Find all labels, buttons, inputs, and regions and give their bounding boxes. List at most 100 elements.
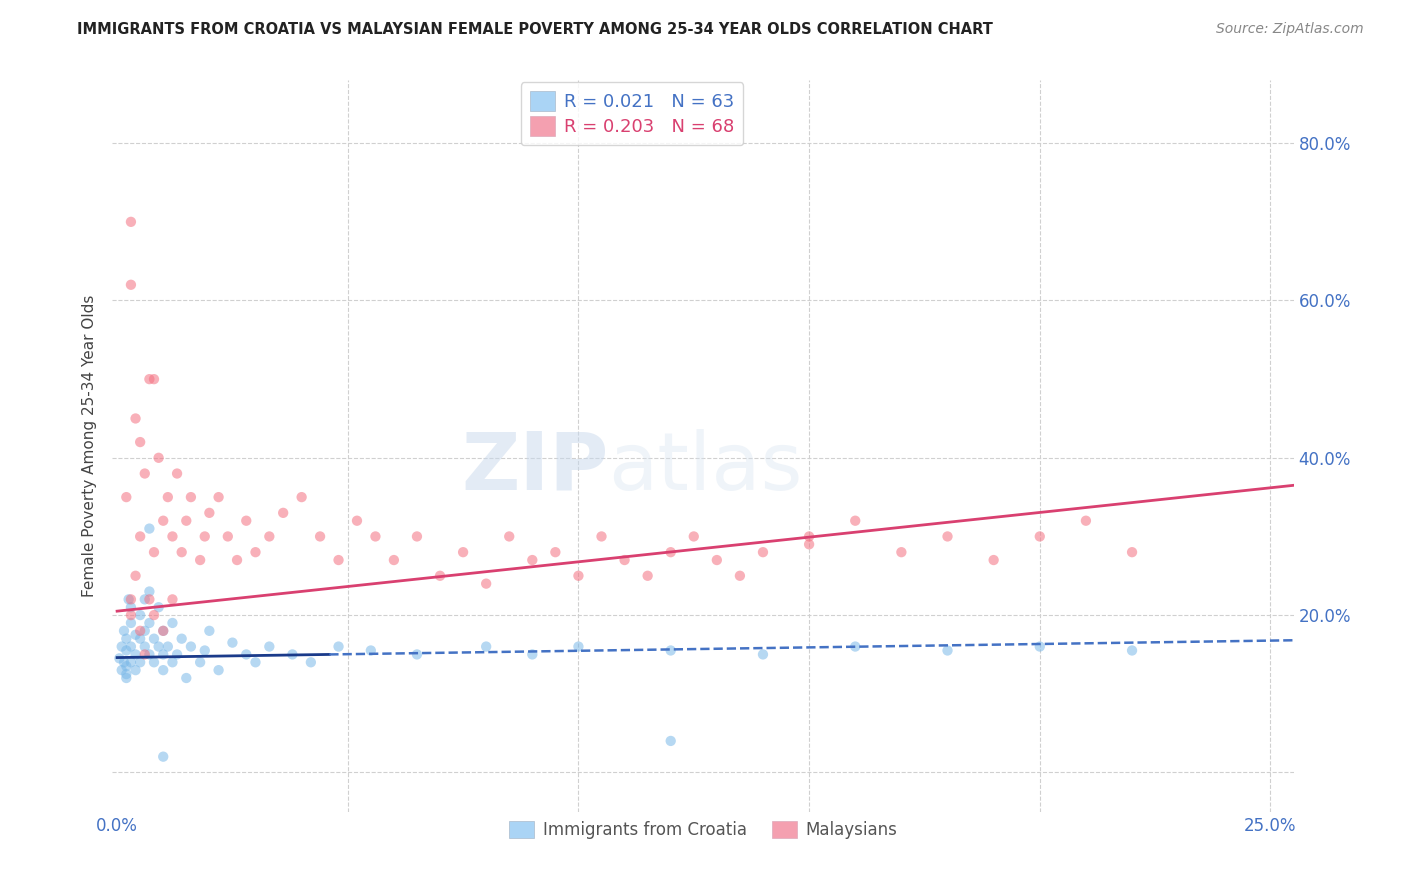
Point: [120, 655, 142, 669]
Point: [166, 467, 188, 481]
Point: [682, 529, 704, 543]
Point: [129, 655, 152, 669]
Point: [382, 553, 405, 567]
Point: [844, 514, 866, 528]
Point: [180, 490, 202, 504]
Point: [134, 640, 156, 654]
Point: [120, 600, 142, 615]
Point: [108, 651, 131, 665]
Point: [309, 529, 332, 543]
Point: [637, 568, 659, 582]
Point: [797, 537, 820, 551]
Point: [245, 545, 267, 559]
Point: [245, 655, 267, 669]
Point: [567, 568, 589, 582]
Point: [134, 648, 156, 662]
Point: [143, 608, 166, 623]
Point: [152, 648, 174, 662]
Point: [936, 529, 959, 543]
Point: [124, 648, 146, 662]
Point: [1121, 545, 1143, 559]
Point: [111, 640, 134, 654]
Point: [890, 545, 912, 559]
Point: [152, 624, 174, 638]
Point: [360, 643, 382, 657]
Point: [143, 632, 166, 646]
Point: [143, 372, 166, 386]
Point: [328, 553, 350, 567]
Point: [124, 411, 146, 425]
Point: [120, 277, 142, 292]
Point: [328, 640, 350, 654]
Point: [124, 628, 146, 642]
Point: [143, 545, 166, 559]
Point: [124, 663, 146, 677]
Point: [1029, 640, 1052, 654]
Point: [115, 659, 138, 673]
Text: ZIP: ZIP: [461, 429, 609, 507]
Point: [152, 624, 174, 638]
Point: [364, 529, 387, 543]
Legend: Immigrants from Croatia, Malaysians: Immigrants from Croatia, Malaysians: [501, 813, 905, 847]
Point: [138, 372, 160, 386]
Point: [235, 514, 257, 528]
Point: [148, 600, 170, 615]
Point: [138, 584, 160, 599]
Point: [138, 522, 160, 536]
Point: [659, 545, 682, 559]
Point: [271, 506, 294, 520]
Point: [706, 553, 728, 567]
Text: IMMIGRANTS FROM CROATIA VS MALAYSIAN FEMALE POVERTY AMONG 25-34 YEAR OLDS CORREL: IMMIGRANTS FROM CROATIA VS MALAYSIAN FEM…: [77, 22, 993, 37]
Point: [124, 568, 146, 582]
Point: [148, 450, 170, 465]
Point: [194, 529, 217, 543]
Point: [115, 490, 138, 504]
Point: [844, 640, 866, 654]
Point: [162, 615, 184, 630]
Point: [111, 663, 134, 677]
Point: [198, 624, 221, 638]
Point: [406, 648, 429, 662]
Point: [259, 529, 281, 543]
Point: [112, 624, 135, 638]
Point: [129, 608, 152, 623]
Point: [217, 529, 239, 543]
Point: [162, 529, 184, 543]
Point: [134, 624, 156, 638]
Point: [129, 435, 152, 450]
Point: [752, 648, 775, 662]
Point: [1029, 529, 1052, 543]
Point: [134, 592, 156, 607]
Point: [115, 667, 138, 681]
Point: [429, 568, 451, 582]
Point: [567, 640, 589, 654]
Point: [406, 529, 429, 543]
Point: [156, 490, 179, 504]
Point: [162, 592, 184, 607]
Point: [174, 514, 197, 528]
Point: [166, 648, 188, 662]
Point: [152, 663, 174, 677]
Point: [221, 635, 243, 649]
Point: [752, 545, 775, 559]
Point: [198, 506, 221, 520]
Point: [299, 655, 322, 669]
Point: [207, 490, 229, 504]
Point: [659, 734, 682, 748]
Point: [162, 655, 184, 669]
Point: [544, 545, 567, 559]
Point: [983, 553, 1005, 567]
Point: [174, 671, 197, 685]
Point: [138, 648, 160, 662]
Point: [115, 671, 138, 685]
Point: [291, 490, 314, 504]
Point: [129, 624, 152, 638]
Point: [170, 632, 193, 646]
Point: [1121, 643, 1143, 657]
Y-axis label: Female Poverty Among 25-34 Year Olds: Female Poverty Among 25-34 Year Olds: [82, 295, 97, 597]
Point: [152, 514, 174, 528]
Point: [117, 592, 139, 607]
Point: [180, 640, 202, 654]
Point: [728, 568, 751, 582]
Point: [143, 655, 166, 669]
